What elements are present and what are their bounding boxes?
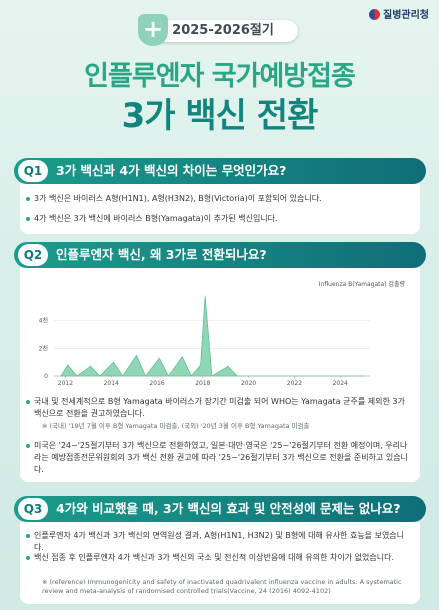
question-number: Q3 <box>18 498 48 520</box>
title: 인플루엔자 국가예방접종 <box>84 61 356 92</box>
question-number: Q2 <box>18 244 48 266</box>
x-tick-label: 2024 <box>333 380 348 387</box>
answer-box: 인플루엔자 4가 백신과 3가 백신의 면역원성 결과, A형(H1N1, H3… <box>20 522 420 604</box>
question-number: Q1 <box>18 160 48 182</box>
x-tick-label: 2022 <box>287 380 302 387</box>
question: 인플루엔자 백신, 왜 3가로 전환되나요? <box>56 247 267 262</box>
note: ※ (국내) '19년 7월 이후 B형 Yamagata 미검출, (국외) … <box>42 422 310 430</box>
x-tick-label: 2018 <box>195 380 210 387</box>
shield-icon: + <box>138 14 168 46</box>
chart: Influenza B(Yamagata) 검출량 0 2천 4천 2012 2014 2… <box>39 280 406 387</box>
legend: Influenza B(Yamagata) 검출량 <box>319 280 406 288</box>
bullet: 4가 백신은 3가 백신에 바이러스 B형(Yamagata)이 추가된 백신입… <box>26 213 410 225</box>
x-tick-label: 2014 <box>104 380 119 387</box>
bullet: 인플루엔자 4가 백신과 3가 백신의 면역원성 결과, A형(H1N1, H3… <box>26 530 410 554</box>
note: ※ (reference) Immunogenicity and safety … <box>42 578 402 595</box>
bullet: 3가 백신은 바이러스 A형(H1N1), A형(H3N2), B형(Victo… <box>26 193 410 205</box>
x-tick-label: 2020 <box>241 380 256 387</box>
y-tick-label: 4천 <box>39 317 48 325</box>
answer-box: Influenza B(Yamagata) 검출량 0 2천 4천 2012 2014 2… <box>20 268 420 482</box>
y-tick-label: 0 <box>44 373 48 380</box>
season-badge: 2025-2026절기 <box>148 20 298 42</box>
question: 4가와 비교했을 때, 3가 백신의 효과 및 안전성에 문제는 없나요? <box>56 501 401 516</box>
bullet: 백신 접종 후 인플루엔자 4가 백신과 3가 백신의 국소 및 전신적 이상반… <box>26 552 410 564</box>
logo: 질병관리청 <box>369 6 429 21</box>
question: 3가 백신과 4가 백신의 차이는 무엇인가요? <box>56 163 287 178</box>
bullet: 미국은 '24~'25절기부터 3가 백신으로 전환하였고, 일본·대만·영국은… <box>26 440 410 476</box>
y-tick-label: 2천 <box>39 344 48 352</box>
question-bar: Q3 4가와 비교했을 때, 3가 백신의 효과 및 안전성에 문제는 없나요? <box>14 496 426 522</box>
answer-box: 3가 백신은 바이러스 A형(H1N1), A형(H3N2), B형(Victo… <box>20 184 420 234</box>
logo-text: 질병관리청 <box>383 10 429 21</box>
x-tick-label: 2016 <box>149 380 164 387</box>
bullet: 국내 및 전세계적으로 B형 Yamagata 바이러스가 장기간 미검출 되어… <box>26 396 410 420</box>
x-tick-label: 2012 <box>58 380 73 387</box>
area <box>60 295 364 377</box>
question-bar: Q1 3가 백신과 4가 백신의 차이는 무엇인가요? <box>14 158 426 184</box>
question-bar: Q2 인플루엔자 백신, 왜 3가로 전환되나요? <box>14 242 426 268</box>
title: 3가 백신 전환 <box>121 96 319 136</box>
